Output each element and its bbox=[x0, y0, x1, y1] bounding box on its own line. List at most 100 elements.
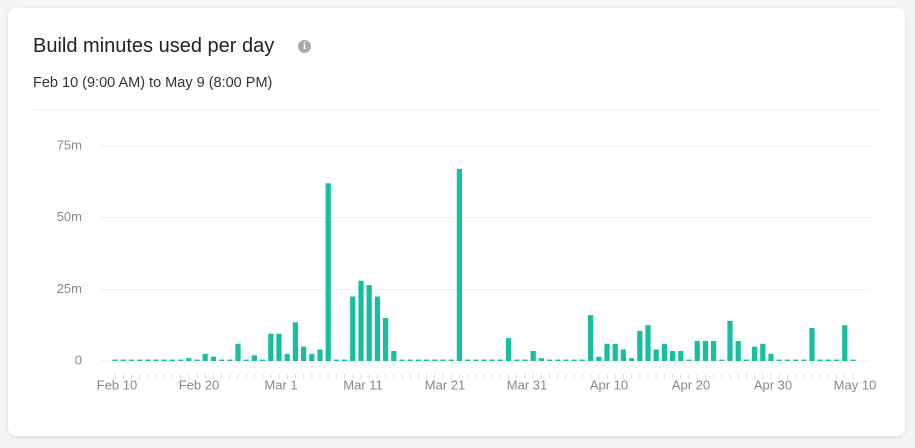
bar bbox=[284, 353, 290, 361]
bar bbox=[137, 359, 143, 361]
bar bbox=[653, 349, 659, 361]
bar bbox=[555, 359, 561, 361]
x-tick-label: Mar 1 bbox=[264, 377, 297, 392]
bar bbox=[251, 355, 257, 361]
bar bbox=[678, 350, 684, 361]
bar bbox=[506, 338, 512, 361]
bar bbox=[604, 343, 610, 361]
bar bbox=[456, 168, 462, 361]
bar bbox=[301, 346, 307, 361]
bar bbox=[342, 359, 348, 361]
bar bbox=[145, 359, 151, 361]
bar bbox=[292, 322, 298, 361]
bar bbox=[350, 296, 356, 361]
x-tick-label: Feb 20 bbox=[179, 377, 219, 392]
bar bbox=[407, 359, 413, 361]
bar bbox=[202, 353, 208, 361]
divider bbox=[33, 109, 880, 110]
bar bbox=[448, 359, 454, 361]
bar bbox=[186, 358, 192, 361]
bar bbox=[686, 359, 692, 361]
bar bbox=[219, 359, 225, 361]
bar bbox=[415, 359, 421, 361]
bar bbox=[776, 359, 782, 361]
bar bbox=[620, 349, 626, 361]
bar bbox=[473, 359, 479, 361]
x-tick-label: Feb 10 bbox=[97, 377, 137, 392]
bar bbox=[645, 325, 651, 361]
bar bbox=[760, 343, 766, 361]
bar bbox=[489, 359, 495, 361]
bar bbox=[834, 359, 840, 361]
bar bbox=[735, 340, 741, 361]
bar bbox=[481, 359, 487, 361]
bar bbox=[727, 320, 733, 361]
bar bbox=[596, 356, 602, 361]
x-tick-label: Mar 21 bbox=[425, 377, 465, 392]
bar bbox=[497, 359, 503, 361]
x-tick-label: Mar 11 bbox=[343, 377, 383, 392]
bar bbox=[317, 349, 323, 361]
y-tick-label: 0 bbox=[75, 352, 82, 367]
bar bbox=[850, 359, 856, 361]
bar bbox=[547, 359, 553, 361]
y-tick-label: 25m bbox=[57, 281, 82, 296]
bar bbox=[358, 280, 364, 361]
bar bbox=[571, 359, 577, 361]
bar bbox=[153, 359, 159, 361]
bar bbox=[793, 359, 799, 361]
bar bbox=[670, 350, 676, 361]
bar bbox=[825, 359, 831, 361]
bar bbox=[817, 359, 823, 361]
bar bbox=[276, 333, 282, 361]
bar bbox=[227, 359, 233, 361]
bar bbox=[440, 359, 446, 361]
bar bbox=[612, 343, 618, 361]
bar bbox=[588, 315, 594, 361]
y-tick-label: 75m bbox=[57, 137, 82, 152]
bar bbox=[128, 359, 134, 361]
bar bbox=[579, 359, 585, 361]
bar bbox=[530, 350, 536, 361]
bar bbox=[629, 358, 635, 361]
x-tick-label: May 10 bbox=[834, 377, 877, 392]
x-tick-label: Apr 30 bbox=[754, 377, 792, 392]
bar bbox=[194, 359, 200, 361]
bar bbox=[514, 359, 520, 361]
bar bbox=[120, 359, 126, 361]
bar bbox=[366, 285, 372, 361]
bar bbox=[719, 359, 725, 361]
bar bbox=[842, 325, 848, 361]
bar bbox=[752, 346, 758, 361]
chart-title: Build minutes used per day bbox=[33, 35, 275, 57]
bar bbox=[637, 330, 643, 361]
bar bbox=[661, 343, 667, 361]
bar bbox=[210, 356, 216, 361]
bar bbox=[325, 183, 331, 361]
bar bbox=[235, 343, 241, 361]
bar bbox=[169, 359, 175, 361]
bar bbox=[784, 359, 790, 361]
bar bbox=[702, 340, 708, 361]
bar bbox=[309, 353, 315, 361]
bar bbox=[465, 359, 471, 361]
x-tick-label: Mar 31 bbox=[507, 377, 547, 392]
bar bbox=[768, 353, 774, 361]
y-tick-label: 50m bbox=[57, 209, 82, 224]
bar bbox=[260, 359, 266, 361]
bar bbox=[268, 333, 274, 361]
bar bbox=[112, 359, 118, 361]
bar bbox=[563, 359, 569, 361]
bar bbox=[391, 350, 397, 361]
x-tick-label: Apr 10 bbox=[590, 377, 628, 392]
bar bbox=[432, 359, 438, 361]
bar bbox=[743, 359, 749, 361]
bar bbox=[374, 296, 380, 361]
bar bbox=[538, 358, 544, 361]
bar bbox=[161, 359, 167, 361]
bar bbox=[711, 340, 717, 361]
bar bbox=[522, 359, 528, 361]
info-icon[interactable]: i bbox=[298, 40, 311, 53]
